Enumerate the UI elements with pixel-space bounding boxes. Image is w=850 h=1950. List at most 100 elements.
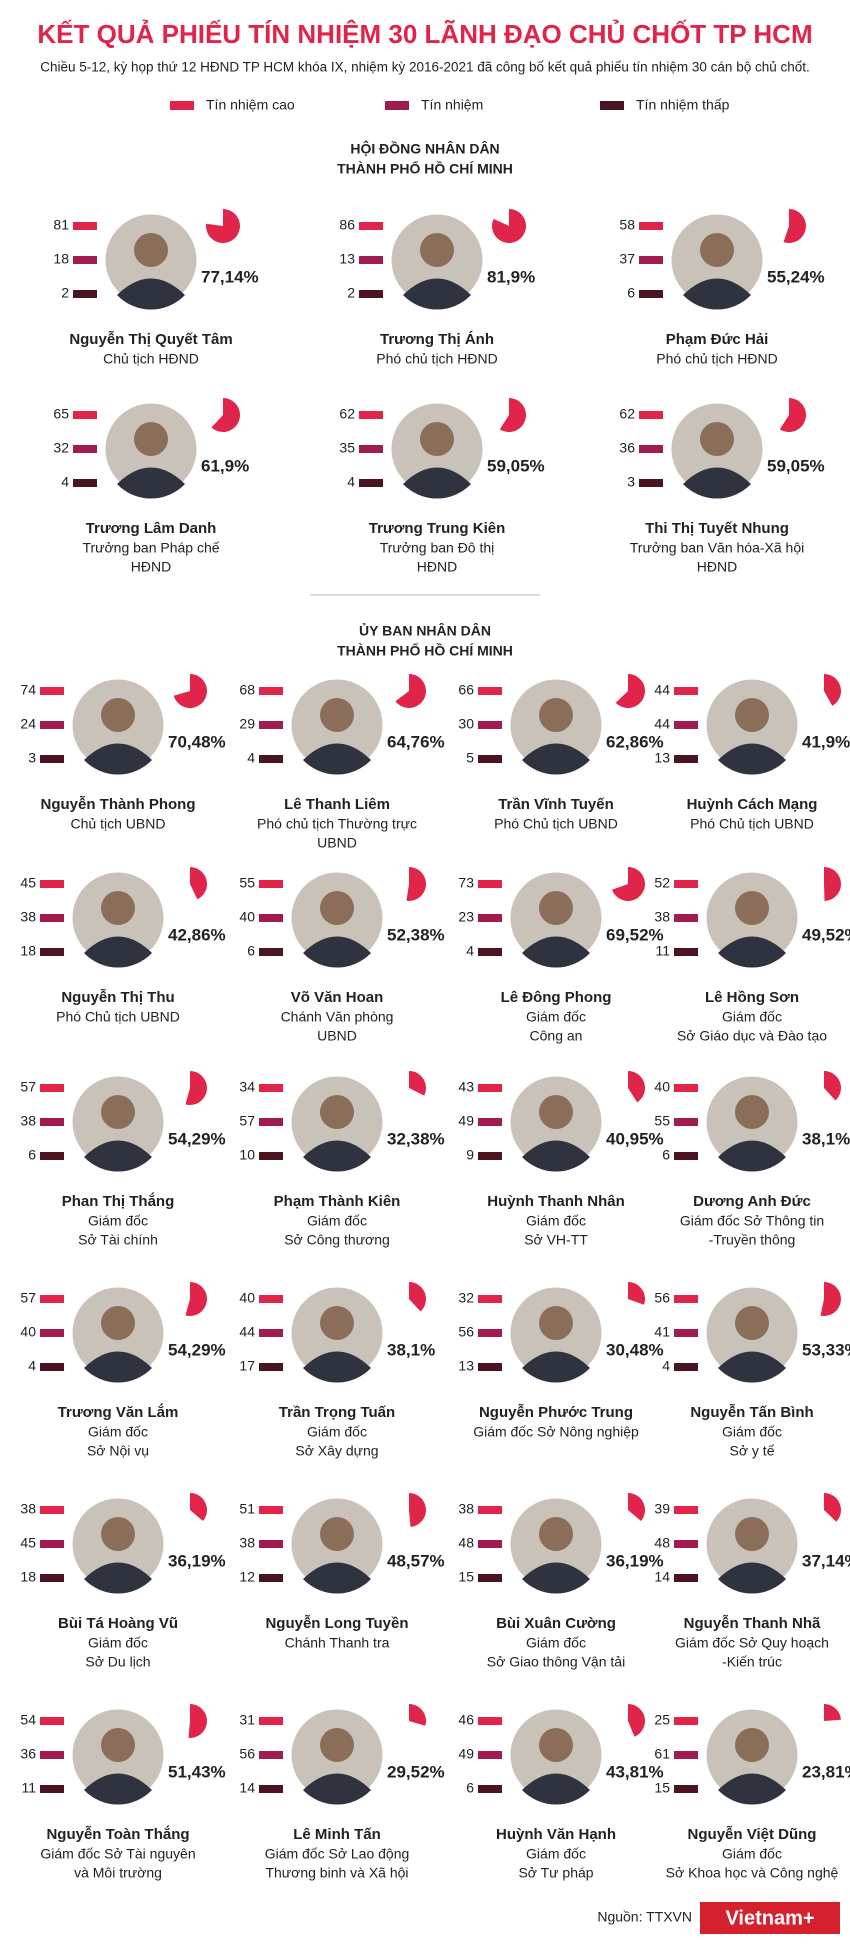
vote-bar <box>478 1506 502 1514</box>
legend-swatch <box>170 101 194 110</box>
person-role: Phó Chủ tịch UBND <box>56 1009 180 1025</box>
vote-bar <box>639 445 663 453</box>
photo-head <box>420 233 454 267</box>
percent-label: 38,1% <box>387 1340 435 1359</box>
vote-bar <box>259 1118 283 1126</box>
vote-count: 2 <box>347 285 355 301</box>
person-role: Giám đốc Sở Tài nguyên <box>40 1846 195 1862</box>
vote-bar <box>40 1540 64 1548</box>
percent-label: 30,48% <box>606 1340 664 1359</box>
vote-bar <box>674 880 698 888</box>
photo-body <box>303 1140 371 1172</box>
vote-count: 62 <box>339 406 355 422</box>
vote-count: 4 <box>28 1358 36 1374</box>
vote-count: 57 <box>20 1290 36 1306</box>
pie-wedge <box>491 209 526 244</box>
vote-bar <box>639 290 663 298</box>
vote-count: 39 <box>654 1501 670 1517</box>
vote-bar <box>478 880 502 888</box>
vote-count: 4 <box>61 474 69 490</box>
vote-count: 49 <box>458 1113 474 1129</box>
pie-wedge <box>824 1704 841 1721</box>
person-role: Chủ tịch UBND <box>71 816 166 832</box>
vote-count: 2 <box>61 285 69 301</box>
vote-count: 38 <box>458 1501 474 1517</box>
vote-bar <box>40 1118 64 1126</box>
vote-bar <box>674 914 698 922</box>
photo-body <box>522 1140 590 1172</box>
photo-body <box>117 467 185 499</box>
vote-count: 36 <box>619 440 635 456</box>
percent-label: 37,14% <box>802 1551 850 1570</box>
vote-bar <box>478 1084 502 1092</box>
subtitle: Chiều 5-12, kỳ họp thứ 12 HĐND TP HCM kh… <box>40 60 810 75</box>
person-role: Giám đốc <box>526 1635 586 1651</box>
vote-count: 52 <box>654 875 670 891</box>
photo-body <box>522 1562 590 1594</box>
person-role: Sở Du lịch <box>85 1654 150 1670</box>
photo-head <box>320 1728 354 1762</box>
photo-body <box>522 743 590 775</box>
section-title: ỦY BAN NHÂN DÂN <box>359 622 491 639</box>
vote-bar <box>259 1506 283 1514</box>
photo-body <box>683 467 751 499</box>
person-role: -Kiến trúc <box>722 1654 782 1670</box>
vote-bar <box>478 1152 502 1160</box>
photo-body <box>303 1351 371 1383</box>
vote-count: 18 <box>53 251 69 267</box>
percent-label: 61,9% <box>201 456 249 475</box>
vote-count: 10 <box>239 1147 255 1163</box>
vote-bar <box>259 914 283 922</box>
pie-wedge <box>190 1493 207 1521</box>
person-name: Huỳnh Cách Mạng <box>687 796 818 813</box>
person-name: Lê Thanh Liêm <box>284 796 390 813</box>
photo-body <box>117 278 185 310</box>
person-role: -Truyền thông <box>709 1232 796 1248</box>
vote-bar <box>478 1717 502 1725</box>
vote-count: 9 <box>466 1147 474 1163</box>
logo-box <box>700 1902 840 1934</box>
person-role: Sở Giáo dục và Đào tạo <box>677 1028 827 1044</box>
vote-bar <box>259 687 283 695</box>
percent-label: 64,76% <box>387 732 445 751</box>
person-name: Phạm Thành Kiên <box>274 1193 401 1210</box>
vote-count: 40 <box>20 1324 36 1340</box>
vote-count: 45 <box>20 1535 36 1551</box>
person-role: Sở Tài chính <box>78 1232 158 1248</box>
vote-count: 74 <box>20 682 36 698</box>
vote-bar <box>674 948 698 956</box>
vote-count: 57 <box>239 1113 255 1129</box>
person-name: Trương Thị Ánh <box>380 331 494 348</box>
person-role: Giám đốc <box>722 1846 782 1862</box>
vote-bar <box>478 914 502 922</box>
vote-bar <box>674 1574 698 1582</box>
pie-wedge <box>185 1282 208 1316</box>
vote-count: 73 <box>458 875 474 891</box>
percent-label: 54,29% <box>168 1129 226 1148</box>
pie-wedge <box>409 1071 426 1096</box>
percent-label: 48,57% <box>387 1551 445 1570</box>
vote-bar <box>639 256 663 264</box>
vote-count: 15 <box>654 1780 670 1796</box>
vote-count: 38 <box>20 1501 36 1517</box>
vote-bar <box>478 1540 502 1548</box>
vote-bar <box>674 721 698 729</box>
person-role: Giám đốc <box>722 1009 782 1025</box>
vote-count: 54 <box>20 1712 36 1728</box>
vote-bar <box>639 411 663 419</box>
vote-bar <box>259 1363 283 1371</box>
vote-count: 18 <box>20 943 36 959</box>
person-name: Nguyễn Việt Dũng <box>688 1826 817 1843</box>
vote-bar <box>40 1785 64 1793</box>
pie-wedge <box>628 1071 645 1103</box>
vote-bar <box>259 948 283 956</box>
vote-count: 12 <box>239 1569 255 1585</box>
vote-bar <box>674 1329 698 1337</box>
person-role: HĐND <box>131 559 171 575</box>
photo-head <box>101 1517 135 1551</box>
person-name: Nguyễn Toàn Thắng <box>46 1825 189 1843</box>
vote-count: 3 <box>627 474 635 490</box>
vote-bar <box>674 1084 698 1092</box>
person-role: Giám đốc <box>526 1213 586 1229</box>
vote-bar <box>259 721 283 729</box>
